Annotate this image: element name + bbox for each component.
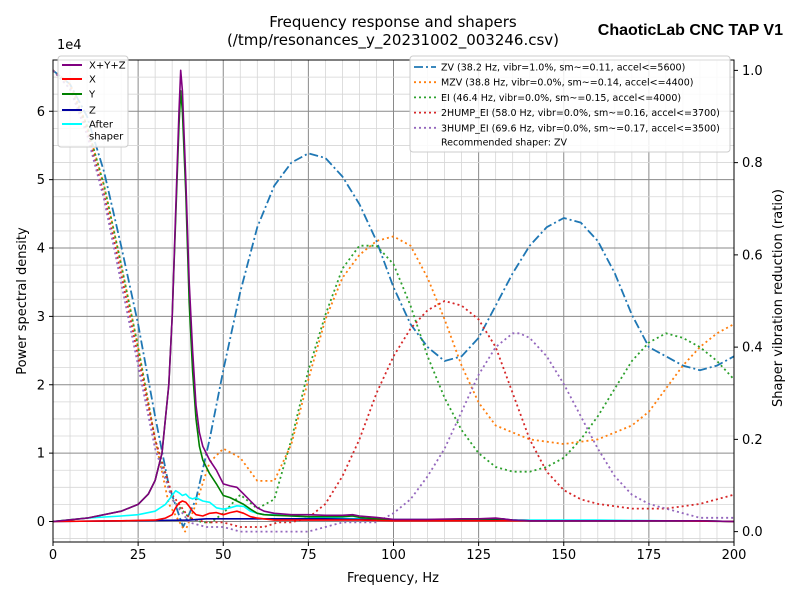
psd-line-x [52, 500, 735, 523]
x-axis-label: Frequency, Hz [347, 571, 439, 586]
x-axis: 0 25 50 75 100 125 150 175 200 [49, 542, 747, 563]
x-tick-label: 200 [722, 548, 747, 563]
shaper-line-3hump-ei [52, 69, 734, 533]
shaper-line-2hump-ei [52, 69, 735, 528]
x-tick-label: 150 [551, 548, 576, 563]
legend-psd-label: X+Y+Z [89, 61, 126, 72]
x-tick-label: 25 [130, 548, 147, 563]
shaper-line-zv [52, 69, 735, 528]
brand-label: ChaoticLab CNC TAP V1 [598, 22, 783, 39]
legend-shaper-label: 3HUMP_EI (69.6 Hz, vibr=0.0%, sm~=0.17, … [441, 123, 720, 134]
y-tick-label: 5 [37, 173, 45, 188]
series-layer [52, 69, 735, 533]
x-tick-label: 125 [466, 548, 491, 563]
legend-shapers-box [409, 55, 731, 153]
y-tick-label: 0 [37, 515, 45, 530]
y2-tick-label: 0.2 [742, 433, 763, 448]
legend-psd-label: Z [89, 106, 96, 117]
legend-psd-label: After shaper [89, 120, 124, 143]
y-tick-label: 1 [37, 447, 45, 462]
recommended-shaper-note: Recommended shaper: ZV [441, 138, 567, 149]
x-tick-label: 175 [636, 548, 661, 563]
y-tick-label: 3 [37, 310, 45, 325]
x-tick-label: 0 [49, 548, 57, 563]
y2-tick-label: 0.8 [742, 156, 763, 171]
y-exponent-label: 1e4 [57, 38, 82, 53]
y2-tick-label: 0.6 [742, 248, 763, 263]
y2-tick-label: 1.0 [742, 64, 763, 79]
legend-psd-label: Y [88, 90, 96, 101]
legend-shaper-label: ZV (38.2 Hz, vibr=1.0%, sm~=0.11, accel<… [441, 63, 685, 74]
legend-psd: X+Y+Z XYZ After shaper [57, 55, 129, 148]
legend-shaper-label: 2HUMP_EI (58.0 Hz, vibr=0.0%, sm~=0.16, … [441, 108, 720, 119]
legend-shaper-label: MZV (38.8 Hz, vibr=0.0%, sm~=0.14, accel… [441, 78, 693, 89]
legend-psd-label: X [89, 75, 96, 86]
chart-subtitle: (/tmp/resonances_y_20231002_003246.csv) [227, 31, 559, 50]
y-tick-label: 6 [37, 105, 45, 120]
y2-tick-label: 0.4 [742, 341, 763, 356]
x-tick-label: 50 [215, 548, 232, 563]
legend-shapers: ZV (38.2 Hz, vibr=1.0%, sm~=0.11, accel<… [409, 55, 731, 153]
x-tick-label: 100 [381, 548, 406, 563]
y-tick-label: 4 [37, 242, 45, 257]
x-tick-label: 75 [300, 548, 317, 563]
y-axis-right: 0.0 0.2 0.4 0.6 0.8 1.0 [734, 64, 763, 540]
y-tick-label: 2 [37, 378, 45, 393]
psd-line-x-y-z [52, 69, 735, 523]
y-axis-label: Power spectral density [15, 227, 30, 375]
legend-shaper-label: EI (46.4 Hz, vibr=0.0%, sm~=0.15, accel<… [441, 93, 681, 104]
y-axis-left: 0 1 2 3 4 5 6 [37, 105, 53, 530]
y2-axis-label: Shaper vibration reduction (ratio) [771, 189, 786, 407]
y2-tick-label: 0.0 [742, 525, 763, 540]
chart-title: Frequency response and shapers [269, 13, 517, 31]
